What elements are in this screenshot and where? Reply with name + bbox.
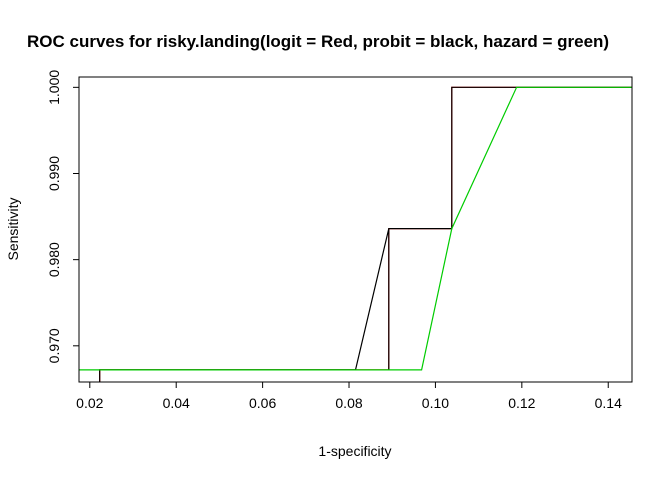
x-tick-label: 0.06: [249, 395, 276, 411]
x-tick-label: 0.12: [508, 395, 535, 411]
series-layer: [79, 86, 632, 382]
series-line-probit: [99, 86, 632, 382]
x-axis-label: 1-specificity: [318, 443, 391, 459]
y-tick-label: 0.990: [46, 156, 62, 191]
y-tick-label: 1.000: [46, 70, 62, 105]
x-tick-label: 0.10: [422, 395, 449, 411]
x-tick-label: 0.14: [595, 395, 622, 411]
y-axis-label: Sensitivity: [5, 197, 21, 260]
y-tick-label: 0.970: [46, 328, 62, 363]
y-tick-label: 0.980: [46, 242, 62, 277]
x-tick-label: 0.04: [163, 395, 190, 411]
series-line-logit: [99, 86, 632, 382]
chart-title: ROC curves for risky.landing(logit = Red…: [27, 32, 609, 51]
series-line-hazard: [79, 86, 632, 371]
x-tick-label: 0.02: [76, 395, 103, 411]
plot-box: [78, 76, 633, 383]
x-tick-label: 0.08: [335, 395, 362, 411]
y-axis: 0.970 0.980 0.990 1.000: [46, 70, 80, 363]
x-axis: 0.02 0.04 0.06 0.08 0.10 0.12 0.14: [76, 381, 622, 411]
